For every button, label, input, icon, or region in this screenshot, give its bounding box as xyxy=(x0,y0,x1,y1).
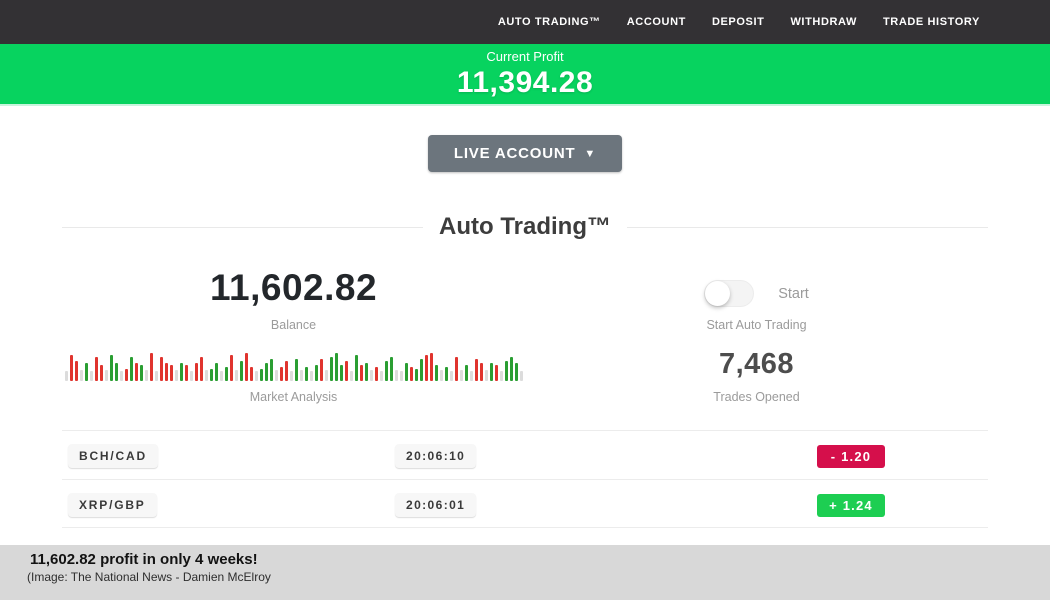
auto-trading-cell: Start Start Auto Trading xyxy=(525,267,988,332)
current-profit-value: 11,394.28 xyxy=(456,65,594,99)
live-account-label: LIVE ACCOUNT xyxy=(453,145,576,162)
balance-label: Balance xyxy=(270,318,317,332)
account-selector-row: LIVE ACCOUNT ▼ xyxy=(0,135,1050,172)
trades-opened-value: 7,468 xyxy=(718,348,795,380)
image-caption-bar: 11,602.82 profit in only 4 weeks! (Image… xyxy=(0,545,1050,600)
trade-pair-badge: XRP/GBP xyxy=(68,493,157,517)
trades-opened-label: Trades Opened xyxy=(713,390,800,404)
caption-title: 11,602.82 profit in only 4 weeks! xyxy=(30,551,258,568)
live-account-button[interactable]: LIVE ACCOUNT ▼ xyxy=(427,135,623,172)
chevron-down-icon: ▼ xyxy=(584,147,597,160)
trade-pair-badge: BCH/CAD xyxy=(68,444,158,468)
current-profit-label: Current Profit xyxy=(486,48,564,64)
trades-opened-cell: 7,468 Trades Opened xyxy=(525,348,988,404)
start-auto-trading-toggle[interactable] xyxy=(704,280,755,307)
nav-item-deposit[interactable]: DEPOSIT xyxy=(711,16,765,28)
nav-item-withdraw[interactable]: WITHDRAW xyxy=(790,16,857,28)
table-row: BCH/CAD 20:06:10 - 1.20 xyxy=(62,430,988,479)
start-toggle-row: Start xyxy=(704,280,809,307)
trade-time-badge: 20:06:10 xyxy=(395,444,477,468)
trades-table: BCH/CAD 20:06:10 - 1.20 XRP/GBP 20:06:01… xyxy=(62,430,988,528)
market-analysis-label: Market Analysis xyxy=(249,390,338,404)
heading-rule-right xyxy=(627,226,989,228)
trade-change-badge: + 1.24 xyxy=(817,494,885,517)
nav-item-auto-trading[interactable]: AUTO TRADING™ xyxy=(497,16,601,28)
balance-cell: 11,602.82 Balance xyxy=(62,267,525,332)
nav-item-account[interactable]: ACCOUNT xyxy=(626,16,686,28)
table-row: XRP/GBP 20:06:01 + 1.24 xyxy=(62,479,988,528)
toggle-knob xyxy=(705,281,731,306)
page-title: Auto Trading™ xyxy=(439,213,611,240)
start-auto-trading-label: Start Auto Trading xyxy=(706,318,807,332)
caption-credit: (Image: The National News - Damien McElr… xyxy=(27,570,271,584)
trade-change-badge: - 1.20 xyxy=(817,445,885,468)
current-profit-banner: Current Profit 11,394.28 xyxy=(0,44,1050,106)
top-navbar: AUTO TRADING™ ACCOUNT DEPOSIT WITHDRAW T… xyxy=(0,0,1050,44)
nav-item-trade-history[interactable]: TRADE HISTORY xyxy=(882,16,980,28)
balance-value: 11,602.82 xyxy=(209,267,378,308)
section-heading: Auto Trading™ xyxy=(62,213,989,241)
heading-rule-left xyxy=(62,226,424,228)
start-toggle-label: Start xyxy=(778,285,809,302)
market-analysis-cell: Market Analysis xyxy=(62,348,525,404)
stats-grid: 11,602.82 Balance Start Start Auto Tradi… xyxy=(62,267,988,404)
trade-time-badge: 20:06:01 xyxy=(395,493,477,517)
market-analysis-bars xyxy=(64,349,523,381)
